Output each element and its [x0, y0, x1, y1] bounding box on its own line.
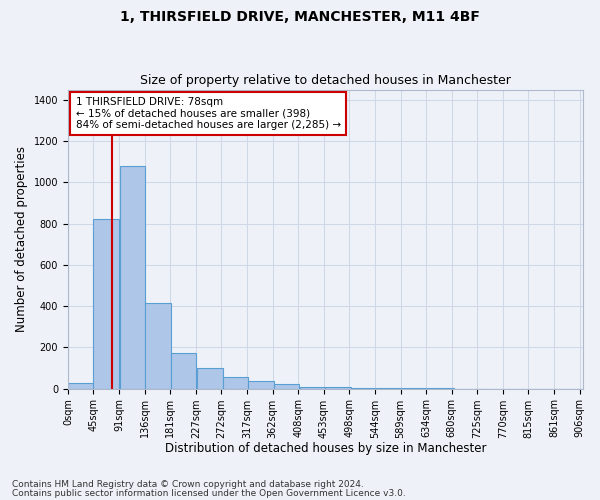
- Bar: [248, 382, 274, 388]
- Title: Size of property relative to detached houses in Manchester: Size of property relative to detached ho…: [140, 74, 511, 87]
- Bar: [223, 377, 248, 388]
- Bar: [197, 368, 223, 388]
- Text: Contains HM Land Registry data © Crown copyright and database right 2024.: Contains HM Land Registry data © Crown c…: [12, 480, 364, 489]
- Bar: [300, 386, 325, 388]
- Bar: [94, 220, 119, 388]
- Y-axis label: Number of detached properties: Number of detached properties: [15, 146, 28, 332]
- X-axis label: Distribution of detached houses by size in Manchester: Distribution of detached houses by size …: [165, 442, 486, 455]
- Bar: [119, 166, 145, 388]
- Text: 1, THIRSFIELD DRIVE, MANCHESTER, M11 4BF: 1, THIRSFIELD DRIVE, MANCHESTER, M11 4BF: [120, 10, 480, 24]
- Bar: [171, 352, 196, 388]
- Bar: [145, 303, 171, 388]
- Text: 1 THIRSFIELD DRIVE: 78sqm
← 15% of detached houses are smaller (398)
84% of semi: 1 THIRSFIELD DRIVE: 78sqm ← 15% of detac…: [76, 97, 341, 130]
- Bar: [274, 384, 299, 388]
- Text: Contains public sector information licensed under the Open Government Licence v3: Contains public sector information licen…: [12, 489, 406, 498]
- Bar: [68, 384, 94, 388]
